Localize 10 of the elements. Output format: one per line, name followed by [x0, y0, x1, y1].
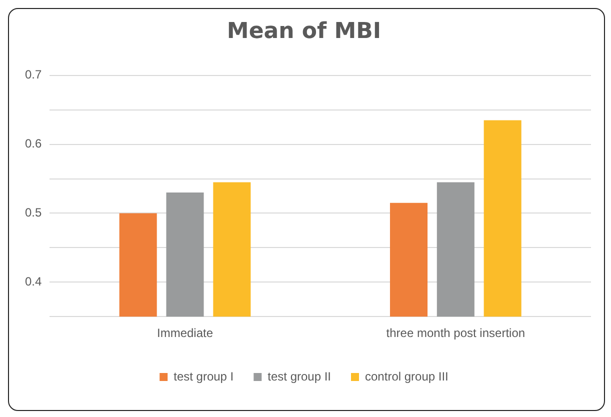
legend-label: test group I	[174, 369, 234, 384]
legend-label: control group III	[365, 369, 448, 384]
y-tick-label: 0.6	[24, 136, 42, 151]
y-tick-label: 0.4	[24, 274, 42, 288]
y-tick-label: 0.7	[24, 68, 42, 82]
x-tick-label: three month post insertion	[386, 326, 526, 340]
x-tick-label: Immediate	[156, 326, 214, 340]
legend-label: test group II	[268, 369, 332, 384]
chart-title: Mean of MBI	[226, 18, 382, 44]
y-tick-label: 0.5	[24, 206, 42, 220]
